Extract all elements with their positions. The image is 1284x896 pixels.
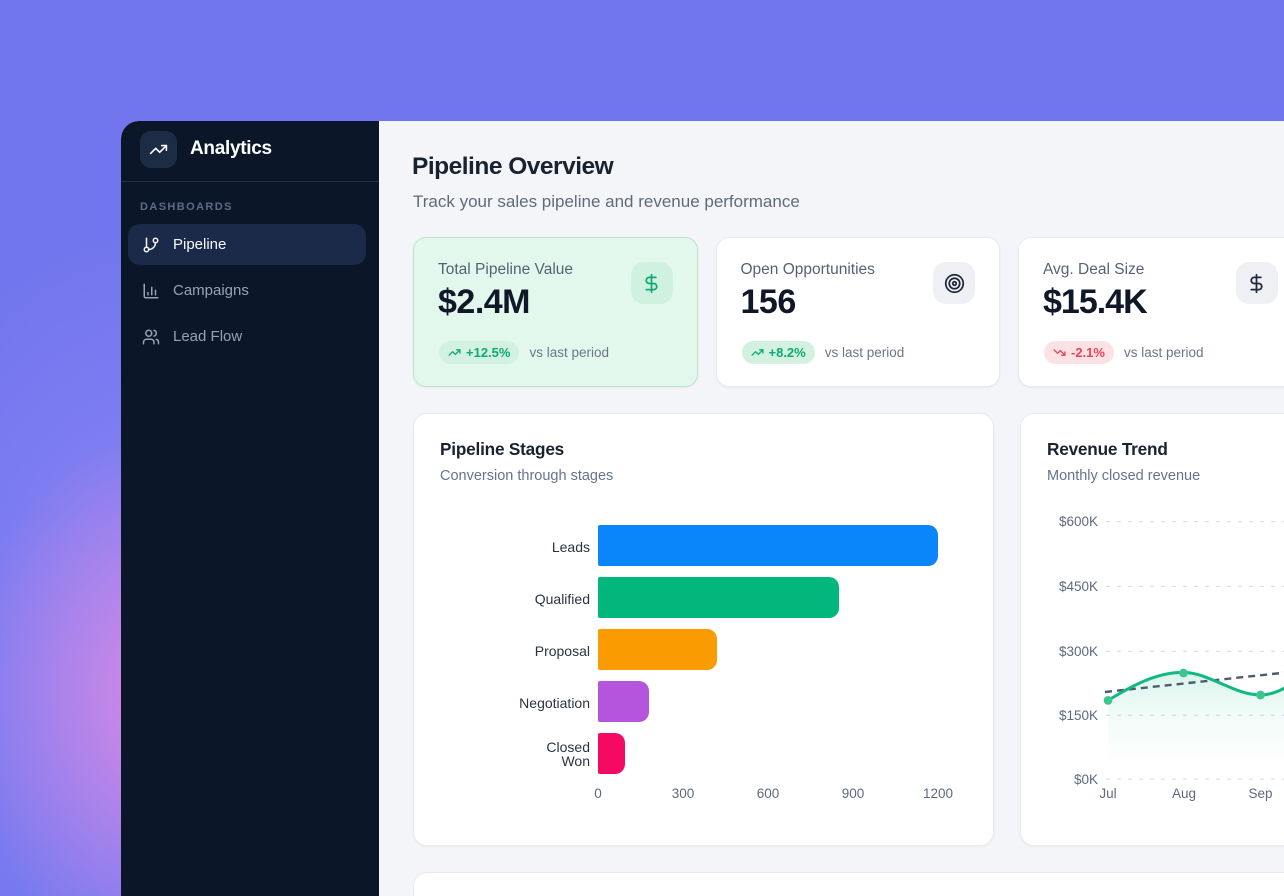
svg-text:$300K: $300K [1059, 644, 1098, 659]
svg-text:Aug: Aug [1172, 786, 1196, 801]
svg-text:$0K: $0K [1074, 772, 1098, 787]
svg-text:$450K: $450K [1059, 579, 1098, 594]
svg-text:Sep: Sep [1248, 786, 1272, 801]
svg-text:Jul: Jul [1099, 786, 1116, 801]
svg-text:$150K: $150K [1059, 708, 1098, 723]
svg-text:$600K: $600K [1059, 514, 1098, 529]
